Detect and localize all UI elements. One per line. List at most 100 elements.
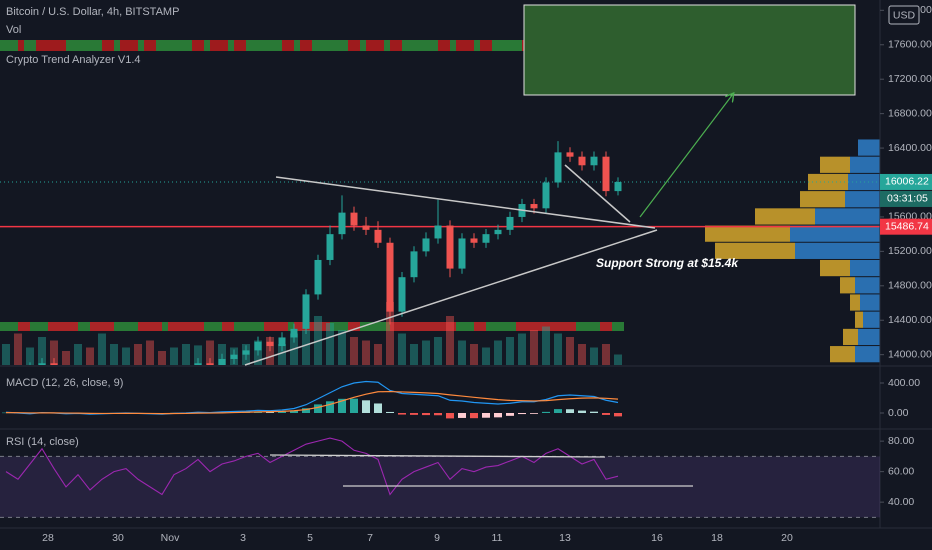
trend-strip-cell (282, 322, 288, 331)
trend-line (564, 164, 631, 223)
trend-strip-cell (516, 40, 522, 51)
profile-down (820, 156, 850, 173)
trend-strip-cell (186, 322, 192, 331)
countdown-box (880, 190, 932, 207)
volume-bar (14, 333, 22, 365)
macd-histogram-bar (266, 412, 274, 413)
volume-bar (170, 347, 178, 365)
trend-strip-cell (84, 40, 90, 51)
trend-strip-cell (324, 40, 330, 51)
trend-strip-cell (36, 40, 42, 51)
candle-body (398, 277, 406, 312)
profile-up (858, 139, 880, 156)
volume-bar (362, 340, 370, 365)
macd-histogram-bar (482, 413, 490, 418)
x-tick-label: 13 (559, 532, 571, 544)
trend-strip-cell (42, 40, 48, 51)
volume-bar (446, 316, 454, 365)
trend-strip-cell (456, 322, 462, 331)
candle-body (254, 341, 262, 351)
trend-strip-cell (60, 322, 66, 331)
trend-strip-cell (462, 40, 468, 51)
macd-histogram-bar (458, 413, 466, 418)
macd-histogram-bar (578, 410, 586, 413)
trend-strip-cell (18, 40, 24, 51)
trend-strip-cell (288, 322, 294, 331)
trend-strip-cell (378, 40, 384, 51)
trend-strip-cell (498, 322, 504, 331)
trend-strip-cell (102, 322, 108, 331)
volume-bar (470, 344, 478, 365)
trend-strip-cell (282, 40, 288, 51)
y-tick-label: 14800.00 (888, 280, 932, 292)
trend-strip-cell (174, 322, 180, 331)
profile-down (840, 277, 855, 294)
trend-strip-cell (60, 40, 66, 51)
macd-histogram-bar (410, 413, 418, 415)
candle-body (218, 358, 226, 365)
trend-strip-cell (270, 40, 276, 51)
target-box (523, 4, 856, 96)
trend-strip-cell (510, 40, 516, 51)
profile-up (860, 294, 880, 311)
rsi-tick-label: 80.00 (888, 435, 914, 447)
macd-histogram-bar (506, 413, 514, 416)
trend-strip-cell (378, 322, 384, 331)
trend-strip-cell (108, 322, 114, 331)
trend-strip-cell (576, 322, 582, 331)
trend-strip-cell (84, 322, 90, 331)
trend-strip-cell (534, 322, 540, 331)
profile-up (855, 277, 880, 294)
trend-strip-cell (6, 322, 12, 331)
profile-up (855, 346, 880, 363)
trend-strip-cell (420, 40, 426, 51)
signal-line (5, 390, 619, 415)
trend-strip-cell (306, 40, 312, 51)
trend-strip-cell (90, 40, 96, 51)
trend-strip-cell (216, 40, 222, 51)
indicator-label: Crypto Trend Analyzer V1.4 (6, 54, 141, 66)
trend-strip-cell (222, 322, 228, 331)
volume-bar (506, 337, 514, 365)
volume-bar (98, 333, 106, 365)
y-tick-label: 14400.00 (888, 314, 932, 326)
candle-body (266, 341, 274, 347)
macd-histogram-bar (302, 408, 310, 413)
trend-strip-cell (318, 40, 324, 51)
macd-histogram-bar (602, 413, 610, 415)
candle-body (434, 225, 442, 239)
candle-body (362, 225, 370, 230)
trend-strip-cell (288, 40, 294, 51)
macd-tick-label: 400.00 (888, 377, 920, 389)
trend-strip-cell (408, 322, 414, 331)
profile-down (820, 259, 850, 277)
trend-strip-cell (276, 40, 282, 51)
trend-strip-cell (564, 322, 570, 331)
trend-strip-cell (450, 40, 456, 51)
volume-bar (578, 344, 586, 365)
candle-body (278, 337, 286, 347)
trend-strip-cell (72, 40, 78, 51)
annotations: Support Strong at $15.4k (244, 4, 856, 366)
trend-strip-cell (18, 322, 24, 331)
trend-strip-cell (168, 40, 174, 51)
x-tick-label: 16 (651, 532, 663, 544)
macd-histogram-bar (446, 413, 454, 419)
trend-strip-cell (408, 40, 414, 51)
macd-histogram-bar (314, 404, 322, 413)
trend-strip-cell (126, 322, 132, 331)
trend-strip-cell (324, 322, 330, 331)
trend-strip-cell (204, 40, 210, 51)
trend-strip-cell (12, 322, 18, 331)
macd-tick-label: 0.00 (888, 407, 909, 419)
trend-strip-cell (6, 40, 12, 51)
candle-body (350, 212, 358, 226)
volume-bar (518, 333, 526, 365)
volume-bar (386, 302, 394, 365)
trend-strip-cell (162, 322, 168, 331)
macd-histogram-bar (278, 411, 286, 413)
trend-strip-cell (432, 40, 438, 51)
x-tick-label: 3 (240, 532, 246, 544)
trend-strip-cell (480, 322, 486, 331)
trend-strip-cell (546, 322, 552, 331)
